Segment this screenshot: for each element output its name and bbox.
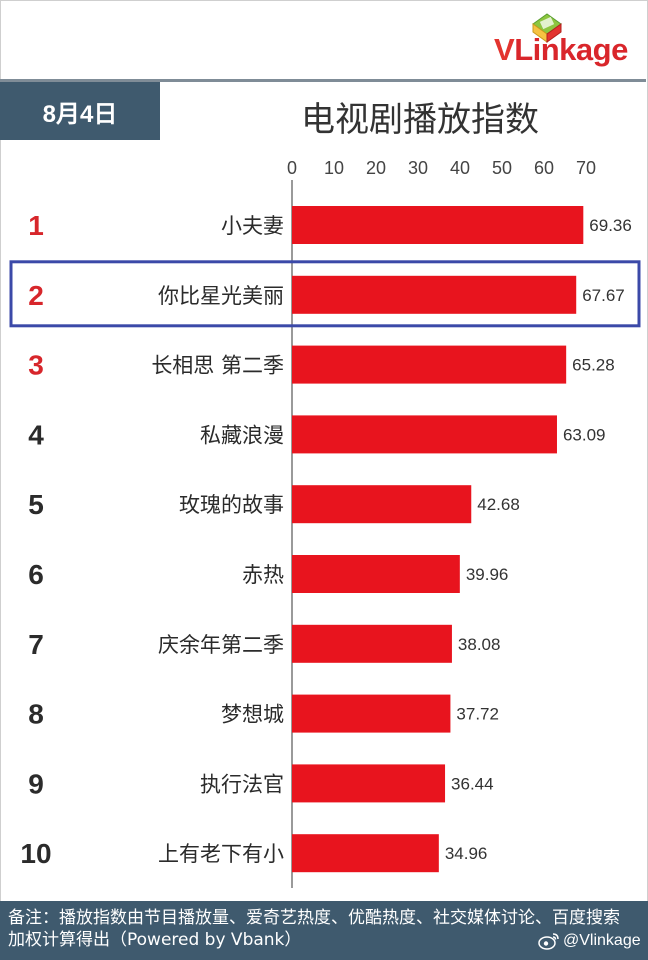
value-label: 63.09 bbox=[563, 425, 606, 444]
bar bbox=[292, 415, 557, 454]
bar bbox=[292, 345, 567, 384]
drama-name: 玫瑰的故事 bbox=[179, 493, 284, 517]
value-label: 67.67 bbox=[582, 286, 625, 305]
value-label: 38.08 bbox=[458, 635, 501, 654]
value-label: 42.68 bbox=[477, 495, 520, 514]
rank-number: 5 bbox=[28, 489, 44, 520]
rank-number: 8 bbox=[28, 699, 44, 730]
vlinkage-logo: VLinkage bbox=[494, 32, 628, 67]
rank-number: 7 bbox=[28, 629, 44, 660]
x-tick-label: 20 bbox=[366, 158, 386, 178]
drama-name: 赤热 bbox=[242, 563, 284, 587]
value-label: 34.96 bbox=[445, 844, 488, 863]
bar-chart: 0 10 20 30 40 50 60 70 1 小夫妻 69.36 2 你比星光美丽 67.67 3 长相思… bbox=[9, 158, 641, 888]
bar bbox=[292, 275, 577, 314]
x-tick-label: 70 bbox=[576, 158, 596, 178]
rank-number: 6 bbox=[28, 559, 44, 590]
bar bbox=[292, 834, 439, 873]
chart-title: 电视剧播放指数 bbox=[301, 100, 539, 140]
drama-name: 私藏浪漫 bbox=[200, 423, 284, 447]
drama-name: 上有老下有小 bbox=[158, 842, 284, 866]
highlight-box bbox=[9, 260, 641, 328]
drama-name: 执行法官 bbox=[200, 772, 284, 796]
rank-number: 3 bbox=[28, 350, 44, 381]
x-tick-label: 30 bbox=[408, 158, 428, 178]
weibo-handle-text: @Vlinkage bbox=[563, 932, 641, 949]
value-label: 39.96 bbox=[466, 565, 509, 584]
x-tick-label: 10 bbox=[324, 158, 344, 178]
x-tick-label: 60 bbox=[534, 158, 554, 178]
bar bbox=[292, 694, 451, 733]
value-label: 36.44 bbox=[451, 774, 494, 793]
rank-number: 9 bbox=[28, 768, 44, 799]
value-label: 37.72 bbox=[456, 705, 499, 724]
x-tick-label: 40 bbox=[450, 158, 470, 178]
rank-number: 10 bbox=[20, 838, 51, 869]
bar bbox=[292, 764, 446, 803]
value-label: 65.28 bbox=[572, 356, 615, 375]
weibo-handle: @Vlinkage bbox=[538, 932, 641, 950]
value-label: 69.36 bbox=[589, 216, 632, 235]
rank-number: 4 bbox=[28, 419, 44, 450]
footer-bar bbox=[0, 901, 648, 960]
footer-note: 备注：播放指数由节目播放量、爱奇艺热度、优酷热度、社交媒体讨论、百度搜索加权计算… bbox=[8, 908, 620, 950]
drama-name: 长相思 第二季 bbox=[151, 354, 284, 378]
x-tick-label: 50 bbox=[492, 158, 512, 178]
rank-number: 2 bbox=[28, 280, 44, 311]
drama-name: 小夫妻 bbox=[221, 214, 284, 238]
drama-name: 梦想城 bbox=[221, 703, 284, 727]
rank-number: 1 bbox=[28, 210, 44, 241]
bar bbox=[292, 485, 472, 524]
logo-cube-icon bbox=[532, 13, 562, 43]
bar bbox=[292, 555, 460, 593]
bar bbox=[292, 206, 584, 244]
date-badge: 8月4日 bbox=[0, 82, 160, 140]
header-rule bbox=[0, 79, 646, 82]
bar bbox=[292, 624, 452, 663]
drama-name: 庆余年第二季 bbox=[158, 633, 284, 657]
drama-name: 你比星光美丽 bbox=[158, 284, 284, 308]
weibo-icon bbox=[538, 933, 559, 950]
x-tick-label: 0 bbox=[287, 158, 297, 178]
